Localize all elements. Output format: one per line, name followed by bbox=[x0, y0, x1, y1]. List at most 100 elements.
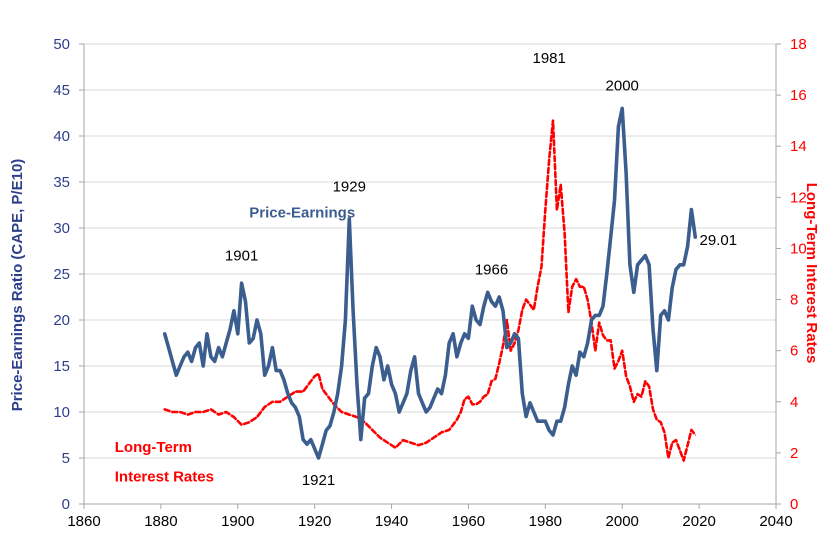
pe-point-1927 bbox=[341, 365, 343, 367]
y-left-tick-label-40: 40 bbox=[53, 128, 70, 145]
pe-point-1939 bbox=[387, 365, 389, 367]
pe-point-1951 bbox=[433, 397, 435, 399]
y-right-tick-label-10: 10 bbox=[790, 240, 807, 257]
rates-point-1996 bbox=[606, 339, 608, 341]
x-tick-label-2000: 2000 bbox=[606, 513, 639, 530]
y-left-tick-label-20: 20 bbox=[53, 312, 70, 329]
pe-point-1930 bbox=[352, 310, 354, 312]
pe-point-1897 bbox=[225, 342, 227, 344]
pe-point-1950 bbox=[429, 406, 431, 408]
rates-point-1897 bbox=[225, 411, 227, 413]
series-price-earnings bbox=[162, 106, 698, 460]
pe-point-1943 bbox=[402, 402, 404, 404]
y-left-tick-label-5: 5 bbox=[62, 450, 70, 467]
pe-point-1961 bbox=[471, 305, 473, 307]
rates-point-2012 bbox=[667, 457, 670, 459]
rates-point-2007 bbox=[648, 385, 650, 387]
rates-point-1905 bbox=[256, 416, 258, 418]
rates-point-1911 bbox=[279, 401, 281, 403]
pe-point-1999 bbox=[617, 126, 620, 128]
rates-point-2005 bbox=[640, 396, 643, 398]
y-right-tick-label-4: 4 bbox=[790, 394, 798, 411]
rates-point-2011 bbox=[663, 431, 666, 433]
rates-point-1895 bbox=[218, 414, 220, 416]
rates-point-2010 bbox=[660, 421, 662, 423]
pe-point-1957 bbox=[456, 356, 458, 358]
y-left-tick-label-25: 25 bbox=[53, 266, 70, 283]
rates-point-1984 bbox=[560, 184, 562, 186]
rates-point-1909 bbox=[271, 401, 273, 403]
pe-point-1942 bbox=[398, 411, 400, 413]
rates-point-1979 bbox=[540, 265, 543, 267]
pe-point-1905 bbox=[256, 319, 258, 321]
pe-point-1887 bbox=[187, 351, 189, 353]
y-left-tick-label-10: 10 bbox=[53, 404, 70, 421]
annotation-7: Price-Earnings bbox=[249, 204, 355, 221]
rates-point-1937 bbox=[379, 437, 381, 439]
pe-point-1914 bbox=[291, 402, 293, 404]
pe-point-1941 bbox=[394, 393, 396, 395]
pe-point-1944 bbox=[406, 393, 408, 395]
pe-point-1922 bbox=[321, 443, 323, 445]
pe-point-1994 bbox=[598, 314, 600, 316]
y-left-tick-label-0: 0 bbox=[62, 496, 70, 513]
x-axis: 1860 1880 1900 1920 1940 1960 1980 2000 2020 2040 bbox=[67, 504, 793, 530]
pe-point-2013 bbox=[671, 287, 673, 289]
gridlines bbox=[84, 43, 776, 459]
rates-point-2009 bbox=[656, 419, 658, 421]
pe-point-1959 bbox=[464, 333, 466, 335]
annotation-6: 29.01 bbox=[700, 232, 738, 249]
pe-point-1904 bbox=[252, 337, 254, 339]
pe-point-1949 bbox=[425, 411, 427, 413]
rates-point-1982 bbox=[552, 120, 554, 122]
pe-point-1963 bbox=[479, 324, 481, 326]
rates-line bbox=[163, 119, 697, 462]
x-tick-label-1860: 1860 bbox=[67, 513, 100, 530]
rates-point-1960 bbox=[467, 396, 469, 398]
pe-point-1978 bbox=[537, 420, 539, 422]
pe-point-2015 bbox=[679, 264, 681, 266]
rates-point-1986 bbox=[567, 311, 570, 313]
rates-point-1903 bbox=[248, 421, 250, 423]
pe-point-1909 bbox=[271, 347, 273, 349]
pe-point-2002 bbox=[629, 264, 631, 266]
rates-point-1987 bbox=[571, 286, 573, 288]
pe-point-1936 bbox=[375, 347, 377, 349]
pe-point-1965 bbox=[487, 291, 489, 293]
rates-point-2001 bbox=[625, 375, 627, 377]
rates-point-1962 bbox=[475, 403, 477, 405]
rates-point-1983 bbox=[556, 209, 558, 211]
annotation-9: Interest Rates bbox=[115, 468, 214, 485]
pe-point-1974 bbox=[521, 393, 523, 395]
pe-point-2009 bbox=[656, 370, 658, 372]
rates-point-1881 bbox=[164, 408, 166, 410]
pe-point-1894 bbox=[214, 360, 216, 362]
rates-point-1985 bbox=[564, 232, 566, 234]
rates-point-1991 bbox=[587, 299, 589, 301]
pe-point-1969 bbox=[502, 310, 504, 312]
rates-point-2008 bbox=[652, 408, 654, 410]
pe-point-1938 bbox=[383, 379, 385, 381]
series-long-term-interest-rates bbox=[163, 119, 697, 462]
pe-point-1964 bbox=[483, 305, 485, 307]
y-axis-left: 0 5 10 15 20 25 30 35 40 45 50 bbox=[53, 36, 84, 513]
rates-point-1929 bbox=[348, 414, 350, 416]
y-left-tick-label-30: 30 bbox=[53, 220, 70, 237]
pe-point-1883 bbox=[171, 360, 173, 362]
y-axis-left-label: Price-Earnings Ratio (CAPE, P/E10) bbox=[9, 159, 26, 412]
rates-point-1953 bbox=[440, 431, 443, 433]
pe-point-1884 bbox=[175, 374, 177, 376]
pe-point-1893 bbox=[210, 356, 212, 358]
pe-point-1910 bbox=[275, 370, 277, 372]
pe-point-1932 bbox=[360, 439, 362, 441]
y-right-tick-label-8: 8 bbox=[790, 292, 798, 309]
annotation-4: 1981 bbox=[532, 50, 565, 67]
pe-point-1958 bbox=[460, 342, 462, 344]
pe-point-1973 bbox=[517, 337, 520, 339]
annotation-3: 1966 bbox=[475, 261, 508, 278]
pe-point-1913 bbox=[287, 393, 289, 395]
pe-point-1977 bbox=[533, 411, 535, 413]
annotations: 1901 1921 1929 1966 1981 2000 29.01 Price-Earni… bbox=[115, 50, 737, 489]
rates-point-1958 bbox=[460, 411, 462, 413]
pe-point-1933 bbox=[364, 397, 366, 399]
